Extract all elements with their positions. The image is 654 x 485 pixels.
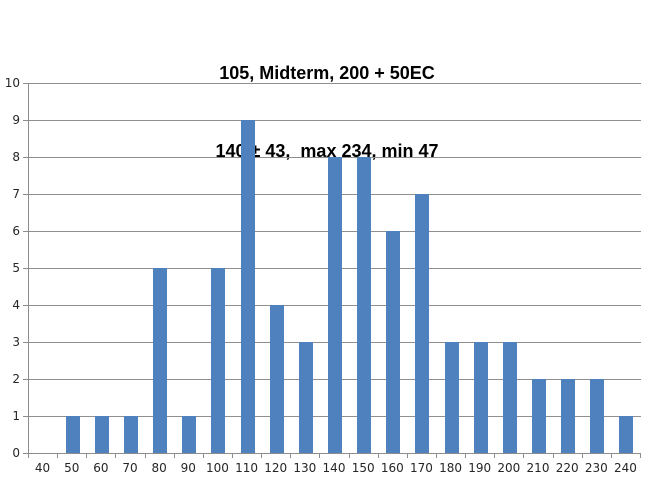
x-axis-tick [173,454,175,458]
bar-180 [444,342,459,453]
y-axis-label: 4 [12,298,20,312]
x-axis-tick [494,454,496,458]
y-axis-label: 1 [12,409,20,423]
bar-50 [65,416,80,453]
y-axis-tick [23,83,28,84]
x-axis-label: 80 [151,461,167,475]
x-axis-label: 60 [93,461,109,475]
bar-130 [298,342,313,453]
y-axis-label: 10 [4,76,20,90]
x-axis-label: 220 [555,461,579,475]
x-axis-tick [406,454,408,458]
bar-170 [415,194,430,453]
x-axis-label: 90 [180,461,196,475]
bar-70 [124,416,138,453]
x-axis-tick [436,454,437,458]
x-axis-tick [261,454,263,458]
bar-210 [532,379,546,453]
x-axis-tick [290,454,292,458]
chart-title-line2: 140 ± 43, max 234, min 47 [215,141,439,161]
x-axis-label: 160 [380,461,404,475]
x-axis-tick [348,454,350,458]
x-axis-tick [377,454,379,458]
x-axis-tick [319,454,321,458]
x-axis-label: 170 [409,461,433,475]
y-axis-tick [23,120,28,121]
bar-60 [94,416,109,453]
bar-230 [590,379,605,453]
x-axis-tick [115,454,117,458]
x-axis-label: 110 [235,461,259,475]
bar-220 [561,379,576,453]
x-axis-tick [552,454,554,458]
y-axis-label: 2 [12,372,20,386]
chart-title-line1: 105, Midterm, 200 + 50EC [219,63,435,83]
y-axis-tick [23,268,28,269]
x-axis-label: 230 [584,461,608,475]
x-axis-label: 70 [122,461,138,475]
bar-100 [211,268,226,453]
x-axis-label: 180 [439,461,463,475]
x-axis-tick [232,454,233,458]
y-axis-tick [23,231,28,232]
x-axis-label: 200 [497,461,521,475]
y-axis-tick [23,342,28,343]
bar-140 [328,157,342,453]
bar-90 [182,416,197,453]
bar-120 [269,305,284,453]
bar-200 [502,342,517,453]
y-axis-label: 8 [12,150,20,164]
x-axis-tick [610,454,612,458]
bar-150 [357,157,372,453]
bar-80 [153,268,168,453]
x-axis-tick [202,454,204,458]
y-axis-label: 6 [12,224,20,238]
y-axis-tick [23,194,28,195]
x-axis-label: 50 [64,461,80,475]
x-axis-label: 240 [613,461,637,475]
x-axis-tick [86,454,88,458]
bar-240 [619,416,634,453]
x-axis-label: 100 [205,461,229,475]
x-axis-tick [144,454,146,458]
x-axis-tick [57,454,59,458]
x-axis-tick [523,454,525,458]
y-axis-label: 7 [12,187,20,201]
y-axis-tick [23,305,28,306]
y-axis-label: 0 [12,446,20,460]
x-axis-tick [28,454,29,458]
y-axis-label: 3 [12,335,20,349]
x-axis-label: 40 [34,461,51,475]
x-axis-tick [465,454,467,458]
x-axis-label: 210 [526,461,550,475]
y-axis-tick [23,379,28,380]
x-axis-label: 190 [468,461,492,475]
x-axis-tick [581,454,583,458]
y-axis-label: 9 [12,113,20,127]
bar-190 [473,342,488,453]
x-axis-label: 120 [264,461,288,475]
x-axis-tick [640,454,641,458]
bar-160 [386,231,401,453]
x-axis-label: 140 [322,461,346,475]
gridline [29,83,641,84]
y-axis-tick [23,453,28,454]
x-axis-label: 130 [293,461,317,475]
chart-title: 105, Midterm, 200 + 50EC 140 ± 43, max 2… [0,8,654,216]
gridline [29,120,641,121]
bar-110 [240,120,255,453]
plot-area [28,83,641,454]
y-axis-label: 5 [12,261,20,275]
y-axis-tick [23,157,28,158]
x-axis-label: 150 [351,461,375,475]
y-axis-tick [23,416,28,417]
